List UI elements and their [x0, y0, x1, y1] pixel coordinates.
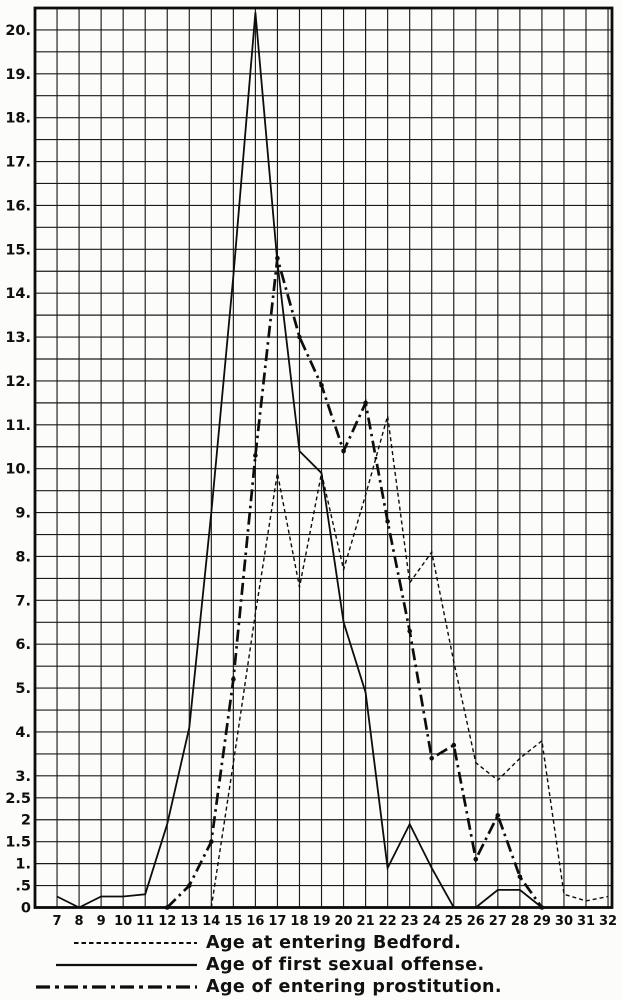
- legend-item-prostitution: Age of entering prostitution.: [0, 976, 622, 998]
- x-axis-labels: 7 8 9 10 11 12 13 14 15 16 17 18 19 20 21 22 23 24 25 26 27 2…: [53, 914, 618, 929]
- y-axis-labels: 20. 19. 18. 17. 16. 15. 14. 13. 12. 11. 10. 9. 8. 7. 6…: [5, 23, 31, 917]
- y-tick-label: 4.: [15, 725, 31, 741]
- x-tick-label: 25: [445, 914, 463, 929]
- y-tick-label: 18.: [5, 111, 31, 127]
- x-tick-label: 32: [599, 914, 617, 929]
- y-tick-label: 11.: [5, 418, 31, 434]
- y-tick-label: 12.: [5, 374, 31, 390]
- x-tick-label: 19: [312, 914, 330, 929]
- x-tick-label: 23: [401, 914, 419, 929]
- line-chart: 20. 19. 18. 17. 16. 15. 14. 13. 12. 11. 10. 9. 8. 7. 6…: [5, 6, 618, 929]
- legend-item-bedford: Age at entering Bedford.: [0, 932, 622, 954]
- series-age-of-first-sexual-offense: [56, 12, 543, 909]
- x-tick-label: 9: [97, 914, 106, 929]
- solid-line-sample-icon: [56, 963, 197, 967]
- series-age-of-entering-prostitution: [164, 255, 545, 910]
- chart-legend: Age at entering Bedford. Age of first se…: [0, 932, 622, 998]
- y-tick-label: 2: [21, 813, 31, 829]
- x-tick-label: 26: [467, 914, 485, 929]
- legend-label-prostitution: Age of entering prostitution.: [206, 977, 502, 997]
- x-tick-label: 24: [423, 914, 441, 929]
- x-tick-label: 28: [511, 914, 529, 929]
- x-tick-label: 8: [75, 914, 84, 929]
- y-tick-label: 0: [21, 901, 31, 917]
- y-tick-label: .5: [15, 879, 31, 895]
- x-tick-label: 21: [357, 914, 375, 929]
- x-tick-label: 7: [53, 914, 62, 929]
- y-tick-label: 13.: [5, 330, 31, 346]
- x-tick-label: 16: [246, 914, 264, 929]
- y-tick-label: 3.: [15, 769, 31, 785]
- y-tick-label: 19.: [5, 67, 31, 83]
- y-tick-label: 15.: [5, 242, 31, 258]
- y-tick-label: 1.5: [5, 835, 31, 851]
- x-tick-label: 18: [290, 914, 308, 929]
- y-tick-label: 1.: [15, 857, 31, 873]
- dashdot-line-sample-icon: [36, 985, 197, 989]
- y-tick-label: 16.: [5, 198, 31, 214]
- y-tick-label: 7.: [15, 593, 31, 609]
- dashed-line-sample-icon: [74, 942, 197, 944]
- x-tick-label: 20: [335, 914, 353, 929]
- y-tick-label: 17.: [5, 155, 31, 171]
- x-tick-label: 10: [114, 914, 132, 929]
- x-tick-label: 22: [379, 914, 397, 929]
- x-tick-label: 30: [555, 914, 573, 929]
- y-tick-label: 6.: [15, 637, 31, 653]
- chart-frame: [33, 6, 614, 909]
- y-tick-label: 2.5: [5, 791, 31, 807]
- grid: [35, 7, 612, 909]
- x-tick-label: 31: [577, 914, 595, 929]
- x-tick-label: 15: [224, 914, 242, 929]
- x-tick-label: 29: [533, 914, 551, 929]
- x-tick-label: 11: [136, 914, 154, 929]
- x-tick-label: 12: [158, 914, 176, 929]
- y-tick-label: 20.: [5, 23, 31, 39]
- x-tick-label: 14: [202, 914, 220, 929]
- x-tick-label: 17: [268, 914, 286, 929]
- y-tick-label: 5.: [15, 681, 31, 697]
- x-tick-label: 27: [489, 914, 507, 929]
- legend-label-bedford: Age at entering Bedford.: [206, 933, 462, 953]
- y-tick-label: 10.: [5, 462, 31, 478]
- y-tick-label: 14.: [5, 286, 31, 302]
- x-tick-label: 13: [180, 914, 198, 929]
- legend-label-first-offense: Age of first sexual offense.: [206, 955, 485, 975]
- y-tick-label: 9.: [15, 506, 31, 522]
- legend-item-first-offense: Age of first sexual offense.: [0, 954, 622, 976]
- y-tick-label: 8.: [15, 549, 31, 565]
